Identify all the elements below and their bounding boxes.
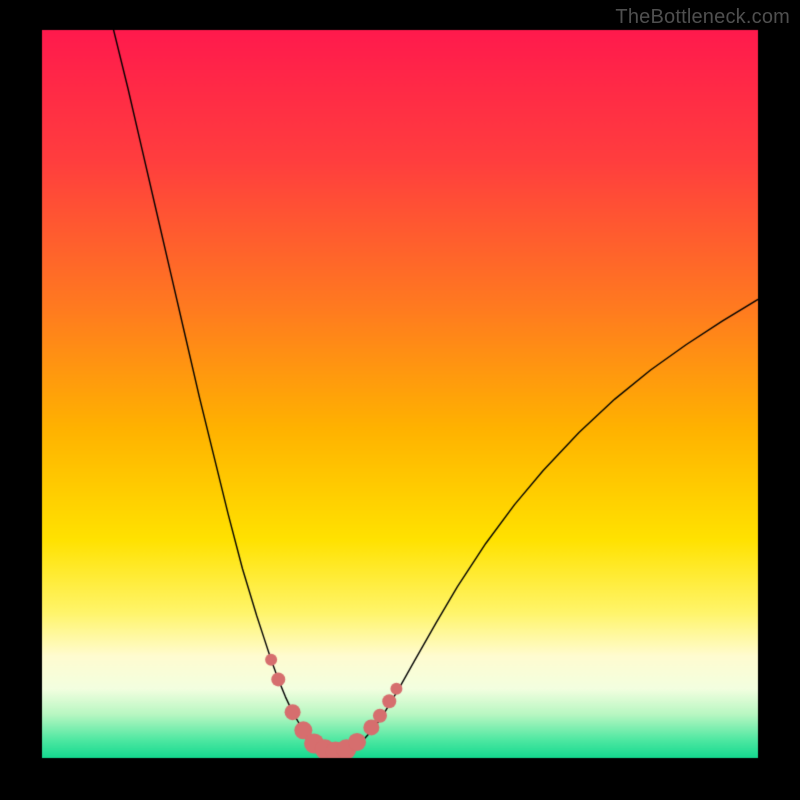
- bottleneck-curve-chart: [0, 0, 800, 800]
- watermark-text: TheBottleneck.com: [615, 6, 790, 29]
- chart-container: TheBottleneck.com: [0, 0, 800, 800]
